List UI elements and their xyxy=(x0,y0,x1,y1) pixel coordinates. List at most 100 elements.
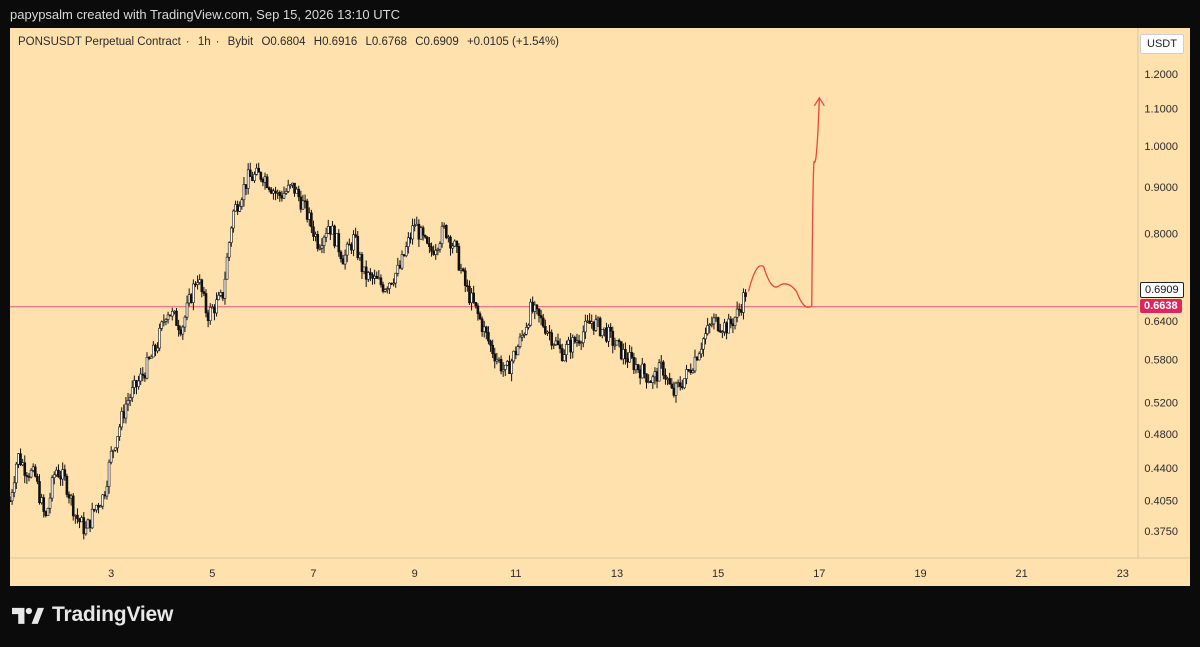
candle-body xyxy=(57,469,60,478)
candle-body xyxy=(385,288,389,290)
candle-body xyxy=(740,309,743,313)
candle-body xyxy=(541,317,545,327)
candle-body xyxy=(546,331,549,334)
candle-body xyxy=(120,411,124,428)
candle-body xyxy=(246,169,250,189)
candle-body xyxy=(379,277,383,285)
candle-body xyxy=(704,333,707,340)
candle-body xyxy=(643,363,646,375)
x-tick-label: 5 xyxy=(209,568,215,580)
candle-body xyxy=(270,189,273,194)
x-tick-label: 13 xyxy=(611,568,623,580)
candle-body xyxy=(480,318,484,332)
candle-body xyxy=(217,294,220,300)
candle-body xyxy=(369,272,372,275)
interval-label[interactable]: 1h xyxy=(197,36,211,48)
candle-body xyxy=(314,234,317,237)
candle-body xyxy=(259,172,263,180)
candle-body xyxy=(598,317,602,336)
candle-body xyxy=(289,184,292,187)
candle-body xyxy=(196,282,199,285)
price-chart[interactable]: 1.2000 1.1000 1.0000 0.9000 0.8000 0.6400 0.58… xyxy=(10,28,1190,586)
candle-body xyxy=(470,292,473,304)
candle-body xyxy=(42,497,46,512)
candle-body xyxy=(718,330,722,333)
price-axis[interactable]: 1.2000 1.1000 1.0000 0.9000 0.8000 0.6400 0.58… xyxy=(1144,69,1178,538)
candle-body xyxy=(630,352,634,358)
candle-body xyxy=(522,333,526,336)
time-axis[interactable]: 3 5 7 9 11 13 15 17 19 21 23 xyxy=(108,568,1129,580)
candle-body xyxy=(173,310,176,313)
symbol-name[interactable]: PONSUSDT Perpetual Contract xyxy=(18,36,181,48)
candle-body xyxy=(299,196,303,210)
candle-body xyxy=(211,306,214,309)
candle-body xyxy=(674,382,678,396)
projection-drawing[interactable] xyxy=(747,96,825,308)
candle-body xyxy=(362,266,366,272)
candle-body xyxy=(29,470,33,478)
candle-body xyxy=(133,380,136,388)
candle-body xyxy=(97,504,100,508)
candle-body xyxy=(518,336,522,347)
candle-body xyxy=(672,387,676,396)
candle-body xyxy=(164,319,168,322)
candle-body xyxy=(74,514,77,517)
candle-body xyxy=(554,340,558,345)
chart-panel[interactable]: 1.2000 1.1000 1.0000 0.9000 0.8000 0.6400 0.58… xyxy=(10,28,1190,586)
candle-body xyxy=(581,331,585,344)
candle-body xyxy=(702,338,705,350)
tradingview-brand[interactable]: TradingView xyxy=(12,603,173,627)
candle-body xyxy=(413,225,416,227)
candle-body xyxy=(303,200,307,203)
candle-body xyxy=(421,227,425,236)
candle-body xyxy=(166,314,170,320)
projection-path[interactable] xyxy=(747,97,820,308)
brand-name: TradingView xyxy=(52,603,174,626)
candle-body xyxy=(322,236,326,246)
candle-body xyxy=(257,167,260,173)
candle-body xyxy=(192,283,195,303)
candle-body xyxy=(52,474,56,478)
candle-body xyxy=(442,225,446,227)
candle-body xyxy=(455,240,459,247)
candle-body xyxy=(723,322,726,333)
projection-arrowhead xyxy=(813,96,825,107)
candle-body xyxy=(577,340,581,344)
candle-body xyxy=(236,204,239,212)
candle-body xyxy=(706,325,709,334)
candle-body xyxy=(525,327,528,335)
candle-body xyxy=(489,340,492,346)
candle-body xyxy=(737,308,741,311)
horizontal-level-label: 0.6638 xyxy=(1140,298,1182,313)
candle-body xyxy=(354,234,357,237)
candle-body xyxy=(624,349,627,359)
candle-body xyxy=(411,225,414,240)
candle-body xyxy=(198,279,201,283)
candle-body xyxy=(40,497,43,504)
candle-body xyxy=(36,476,39,482)
candle-body xyxy=(189,294,193,303)
candle-body xyxy=(550,332,553,346)
candle-body xyxy=(497,358,501,361)
candle-body xyxy=(619,341,623,360)
candle-body xyxy=(531,301,534,312)
candle-body xyxy=(501,369,505,372)
candle-body xyxy=(272,190,275,194)
candle-body xyxy=(116,436,119,449)
candle-body xyxy=(649,381,653,383)
candle-body xyxy=(449,236,452,249)
candle-body xyxy=(396,264,400,274)
candle-body xyxy=(55,469,58,476)
candle-body xyxy=(457,246,461,271)
candle-body xyxy=(428,243,431,247)
y-tick-label: 0.6400 xyxy=(1144,316,1178,328)
candle-body xyxy=(402,254,406,257)
candle-body xyxy=(19,453,22,466)
x-tick-label: 7 xyxy=(310,568,316,580)
candle-body xyxy=(695,356,699,361)
candle-body xyxy=(223,278,227,299)
candle-body xyxy=(398,264,402,269)
candle-body xyxy=(208,306,212,321)
currency-button[interactable]: USDT xyxy=(1140,34,1184,54)
candle-body xyxy=(615,340,619,346)
